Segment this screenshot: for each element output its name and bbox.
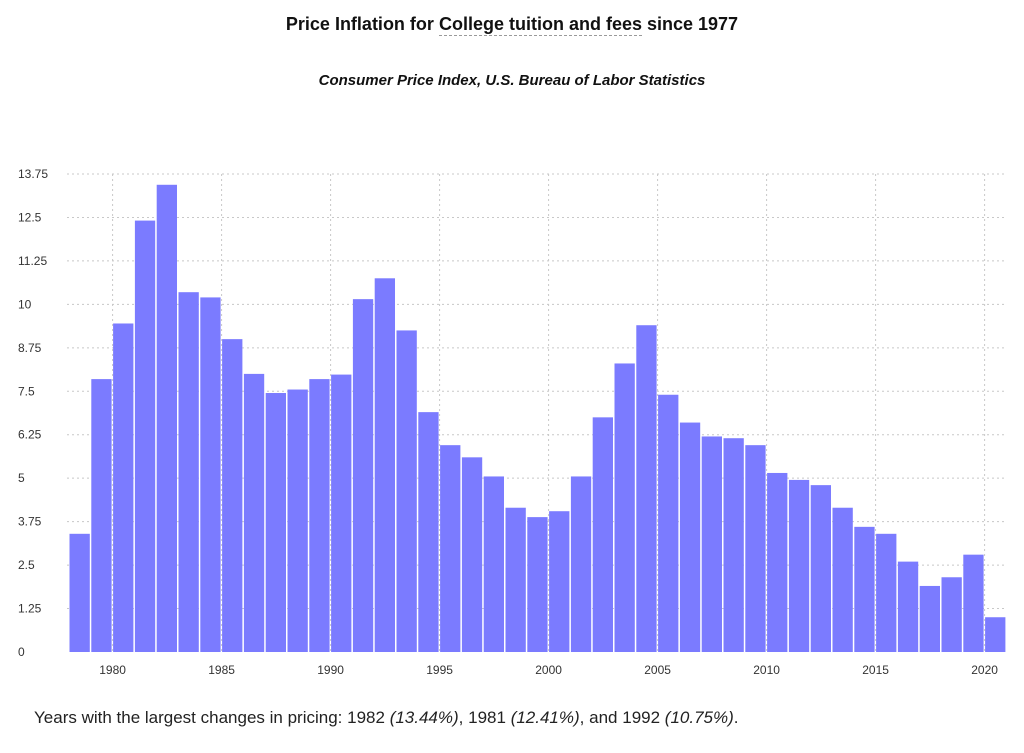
bar[interactable] — [941, 577, 962, 652]
y-tick-label: 5 — [18, 471, 25, 485]
bar[interactable] — [287, 389, 308, 652]
x-tick-label: 2015 — [862, 663, 889, 677]
x-tick-label: 1980 — [99, 663, 126, 677]
chart-title: Price Inflation for College tuition and … — [0, 14, 1024, 36]
bar[interactable] — [745, 445, 766, 652]
bar[interactable] — [767, 472, 788, 652]
summary-value-1: (13.44%) — [389, 708, 459, 727]
bar[interactable] — [701, 436, 722, 652]
bar[interactable] — [788, 479, 810, 652]
summary-conj: and — [589, 708, 618, 727]
bar[interactable] — [222, 339, 243, 652]
bar[interactable] — [919, 585, 940, 652]
x-tick-label: 1990 — [317, 663, 344, 677]
y-tick-label: 1.25 — [18, 602, 42, 616]
bar[interactable] — [963, 554, 984, 652]
bar[interactable] — [396, 330, 417, 652]
bar[interactable] — [897, 561, 919, 652]
bar[interactable] — [592, 417, 613, 652]
summary-end: . — [733, 708, 739, 727]
bar[interactable] — [461, 457, 483, 652]
y-tick-label: 6.25 — [18, 428, 42, 442]
x-tick-label: 1995 — [426, 663, 453, 677]
y-tick-label: 13.75 — [18, 167, 48, 181]
chart-subtitle: Consumer Price Index, U.S. Bureau of Lab… — [318, 72, 706, 89]
bar[interactable] — [374, 278, 395, 652]
y-tick-label: 2.5 — [18, 558, 35, 572]
bar[interactable] — [854, 526, 875, 652]
bar[interactable] — [440, 445, 461, 652]
bar[interactable] — [810, 485, 831, 652]
bar[interactable] — [200, 297, 221, 652]
x-tick-label: 2000 — [535, 663, 562, 677]
bar[interactable] — [309, 379, 330, 652]
bar[interactable] — [832, 507, 853, 652]
bar[interactable] — [505, 507, 526, 652]
bar[interactable] — [69, 533, 90, 652]
bar-chart: 0 1.25 2.5 3.75 5 6.25 7.5 8.75 10 11.25 12.5 13.75… — [18, 167, 1006, 677]
summary-value-3: (10.75%) — [664, 708, 734, 727]
bar[interactable] — [636, 325, 657, 652]
bar[interactable] — [418, 412, 439, 652]
bar[interactable] — [549, 511, 570, 652]
bar[interactable] — [679, 422, 701, 652]
x-tick-label: 2005 — [644, 663, 671, 677]
title-prefix: Price Inflation for — [285, 14, 434, 34]
bar[interactable] — [352, 299, 374, 652]
y-tick-label: 10 — [18, 297, 32, 311]
bar[interactable] — [113, 323, 134, 652]
title-suffix: since 1977 — [647, 14, 739, 34]
bar[interactable] — [265, 393, 286, 652]
bar[interactable] — [658, 394, 679, 652]
y-tick-label: 7.5 — [18, 384, 35, 398]
bar[interactable] — [723, 438, 744, 652]
y-tick-label: 12.5 — [18, 210, 42, 224]
bar[interactable] — [483, 476, 504, 652]
bar[interactable] — [614, 363, 635, 652]
bar[interactable] — [156, 184, 177, 652]
label-layer: 0 1.25 2.5 3.75 5 6.25 7.5 8.75 10 11.25 12.5 13.75… — [18, 167, 998, 677]
x-tick-label: 2020 — [971, 663, 998, 677]
y-tick-label: 8.75 — [18, 341, 42, 355]
title-highlight[interactable]: College tuition and fees — [438, 14, 642, 36]
bar[interactable] — [331, 374, 352, 652]
bar[interactable] — [134, 220, 156, 652]
summary-intro: Years with the largest changes in pricin… — [34, 708, 343, 727]
bar-layer — [69, 184, 1006, 652]
x-tick-label: 2010 — [753, 663, 780, 677]
y-tick-label: 11.25 — [18, 254, 47, 268]
bar[interactable] — [570, 476, 592, 652]
summary-text: Years with the largest changes in pricin… — [34, 708, 739, 727]
bar[interactable] — [178, 292, 199, 652]
summary-year-1: 1982 — [347, 708, 385, 727]
summary-value-2: (12.41%) — [510, 708, 580, 727]
bar[interactable] — [876, 533, 897, 652]
bar[interactable] — [985, 617, 1006, 652]
summary-year-3: 1992 — [622, 708, 661, 727]
bar[interactable] — [243, 373, 265, 652]
bar[interactable] — [91, 379, 112, 652]
summary-year-2: 1981 — [468, 708, 506, 727]
y-tick-label: 0 — [18, 645, 25, 659]
y-tick-label: 3.75 — [18, 515, 42, 529]
bar[interactable] — [527, 517, 548, 652]
x-tick-label: 1985 — [208, 663, 235, 677]
